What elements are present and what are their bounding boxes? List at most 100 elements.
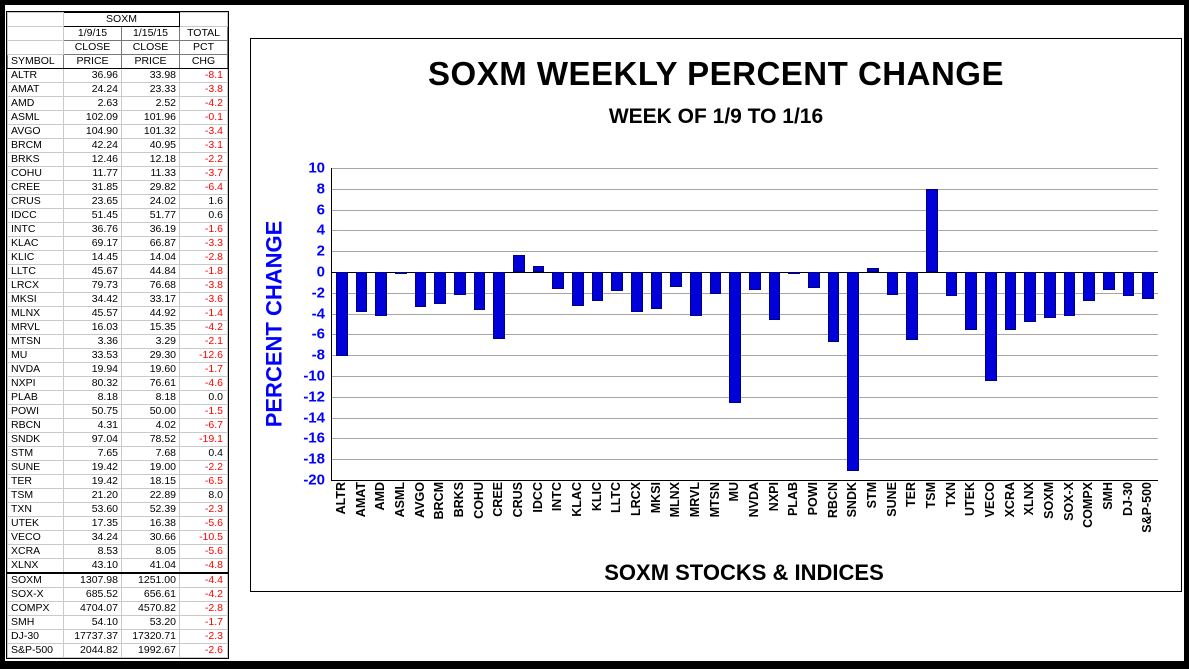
- header-date2[interactable]: 1/15/15: [121, 26, 180, 41]
- cell-close1[interactable]: 31.85: [63, 180, 122, 195]
- cell-close2[interactable]: 19.00: [121, 460, 180, 475]
- cell-close2[interactable]: 8.18: [121, 390, 180, 405]
- cell-pct[interactable]: -3.8: [179, 278, 228, 293]
- cell-symbol[interactable]: POWI: [7, 404, 64, 419]
- cell-symbol[interactable]: UTEK: [7, 516, 64, 531]
- cell-close1[interactable]: 79.73: [63, 278, 122, 293]
- cell-close1[interactable]: 17.35: [63, 516, 122, 531]
- cell-pct[interactable]: -1.7: [179, 362, 228, 377]
- cell-pct[interactable]: 1.6: [179, 194, 228, 209]
- cell-symbol[interactable]: SOXM: [7, 572, 64, 588]
- cell-symbol[interactable]: TXN: [7, 502, 64, 517]
- cell-symbol[interactable]: VECO: [7, 530, 64, 545]
- cell-close2[interactable]: 44.92: [121, 306, 180, 321]
- cell-close2[interactable]: 30.66: [121, 530, 180, 545]
- cell-symbol[interactable]: CRUS: [7, 194, 64, 209]
- cell-pct[interactable]: -1.8: [179, 264, 228, 279]
- header-close2[interactable]: CLOSE: [121, 40, 180, 55]
- cell-pct[interactable]: -2.1: [179, 334, 228, 349]
- cell-close1[interactable]: 23.65: [63, 194, 122, 209]
- cell-close2[interactable]: 29.30: [121, 348, 180, 363]
- cell-close2[interactable]: 23.33: [121, 82, 180, 97]
- cell-symbol[interactable]: KLIC: [7, 250, 64, 265]
- cell-close2[interactable]: 101.96: [121, 110, 180, 125]
- cell-close1[interactable]: 33.53: [63, 348, 122, 363]
- cell-symbol[interactable]: SOX-X: [7, 587, 64, 602]
- cell-pct[interactable]: -2.2: [179, 152, 228, 167]
- cell-close2[interactable]: 40.95: [121, 138, 180, 153]
- cell-symbol[interactable]: MKSI: [7, 292, 64, 307]
- cell-close2[interactable]: 66.87: [121, 236, 180, 251]
- cell-pct[interactable]: 8.0: [179, 488, 228, 503]
- cell-pct[interactable]: -3.8: [179, 82, 228, 97]
- cell-symbol[interactable]: NXPI: [7, 376, 64, 391]
- cell-close1[interactable]: 1307.98: [63, 572, 122, 588]
- blank-cell[interactable]: [7, 40, 64, 55]
- cell-close2[interactable]: 12.18: [121, 152, 180, 167]
- cell-close1[interactable]: 97.04: [63, 432, 122, 447]
- cell-close2[interactable]: 53.20: [121, 615, 180, 630]
- cell-symbol[interactable]: AMAT: [7, 82, 64, 97]
- cell-close2[interactable]: 22.89: [121, 488, 180, 503]
- cell-symbol[interactable]: PLAB: [7, 390, 64, 405]
- cell-pct[interactable]: -19.1: [179, 432, 228, 447]
- cell-symbol[interactable]: IDCC: [7, 208, 64, 223]
- cell-symbol[interactable]: AVGO: [7, 124, 64, 139]
- cell-symbol[interactable]: LLTC: [7, 264, 64, 279]
- cell-symbol[interactable]: XCRA: [7, 544, 64, 559]
- cell-symbol[interactable]: TER: [7, 474, 64, 489]
- header-pct[interactable]: PCT: [179, 40, 228, 55]
- cell-pct[interactable]: -6.4: [179, 180, 228, 195]
- cell-symbol[interactable]: NVDA: [7, 362, 64, 377]
- cell-close2[interactable]: 33.17: [121, 292, 180, 307]
- cell-close1[interactable]: 45.57: [63, 306, 122, 321]
- cell-close2[interactable]: 76.61: [121, 376, 180, 391]
- cell-symbol[interactable]: ASML: [7, 110, 64, 125]
- cell-pct[interactable]: -2.6: [179, 643, 228, 658]
- cell-close1[interactable]: 21.20: [63, 488, 122, 503]
- cell-symbol[interactable]: INTC: [7, 222, 64, 237]
- cell-pct[interactable]: -3.3: [179, 236, 228, 251]
- cell-pct[interactable]: -2.3: [179, 502, 228, 517]
- cell-symbol[interactable]: COMPX: [7, 601, 64, 616]
- cell-pct[interactable]: -4.4: [179, 572, 228, 588]
- chart-area[interactable]: SOXM WEEKLY PERCENT CHANGE WEEK OF 1/9 T…: [250, 38, 1182, 592]
- cell-pct[interactable]: -1.6: [179, 222, 228, 237]
- cell-pct[interactable]: -1.4: [179, 306, 228, 321]
- cell-close1[interactable]: 7.65: [63, 446, 122, 461]
- cell-close1[interactable]: 19.42: [63, 474, 122, 489]
- cell-pct[interactable]: -2.8: [179, 250, 228, 265]
- cell-pct[interactable]: -2.3: [179, 629, 228, 644]
- blank-cell[interactable]: [179, 12, 228, 27]
- cell-close1[interactable]: 19.42: [63, 460, 122, 475]
- cell-close1[interactable]: 42.24: [63, 138, 122, 153]
- cell-pct[interactable]: 0.0: [179, 390, 228, 405]
- cell-close1[interactable]: 36.96: [63, 68, 122, 83]
- cell-pct[interactable]: -4.6: [179, 376, 228, 391]
- cell-symbol[interactable]: DJ-30: [7, 629, 64, 644]
- cell-close2[interactable]: 3.29: [121, 334, 180, 349]
- header-price2[interactable]: PRICE: [121, 54, 180, 69]
- cell-pct[interactable]: -5.6: [179, 544, 228, 559]
- cell-close2[interactable]: 19.60: [121, 362, 180, 377]
- cell-symbol[interactable]: SMH: [7, 615, 64, 630]
- cell-close2[interactable]: 17320.71: [121, 629, 180, 644]
- cell-close2[interactable]: 1251.00: [121, 572, 180, 588]
- cell-close2[interactable]: 44.84: [121, 264, 180, 279]
- cell-symbol[interactable]: MU: [7, 348, 64, 363]
- cell-close2[interactable]: 4570.82: [121, 601, 180, 616]
- cell-pct[interactable]: 0.4: [179, 446, 228, 461]
- cell-close2[interactable]: 18.15: [121, 474, 180, 489]
- cell-close2[interactable]: 24.02: [121, 194, 180, 209]
- cell-close1[interactable]: 14.45: [63, 250, 122, 265]
- blank-cell[interactable]: [7, 26, 64, 41]
- cell-close1[interactable]: 80.32: [63, 376, 122, 391]
- cell-symbol[interactable]: BRKS: [7, 152, 64, 167]
- cell-symbol[interactable]: BRCM: [7, 138, 64, 153]
- cell-close1[interactable]: 2.63: [63, 96, 122, 111]
- cell-symbol[interactable]: SNDK: [7, 432, 64, 447]
- header-symbol[interactable]: SYMBOL: [7, 54, 64, 69]
- header-close1[interactable]: CLOSE: [63, 40, 122, 55]
- header-price1[interactable]: PRICE: [63, 54, 122, 69]
- cell-close2[interactable]: 2.52: [121, 96, 180, 111]
